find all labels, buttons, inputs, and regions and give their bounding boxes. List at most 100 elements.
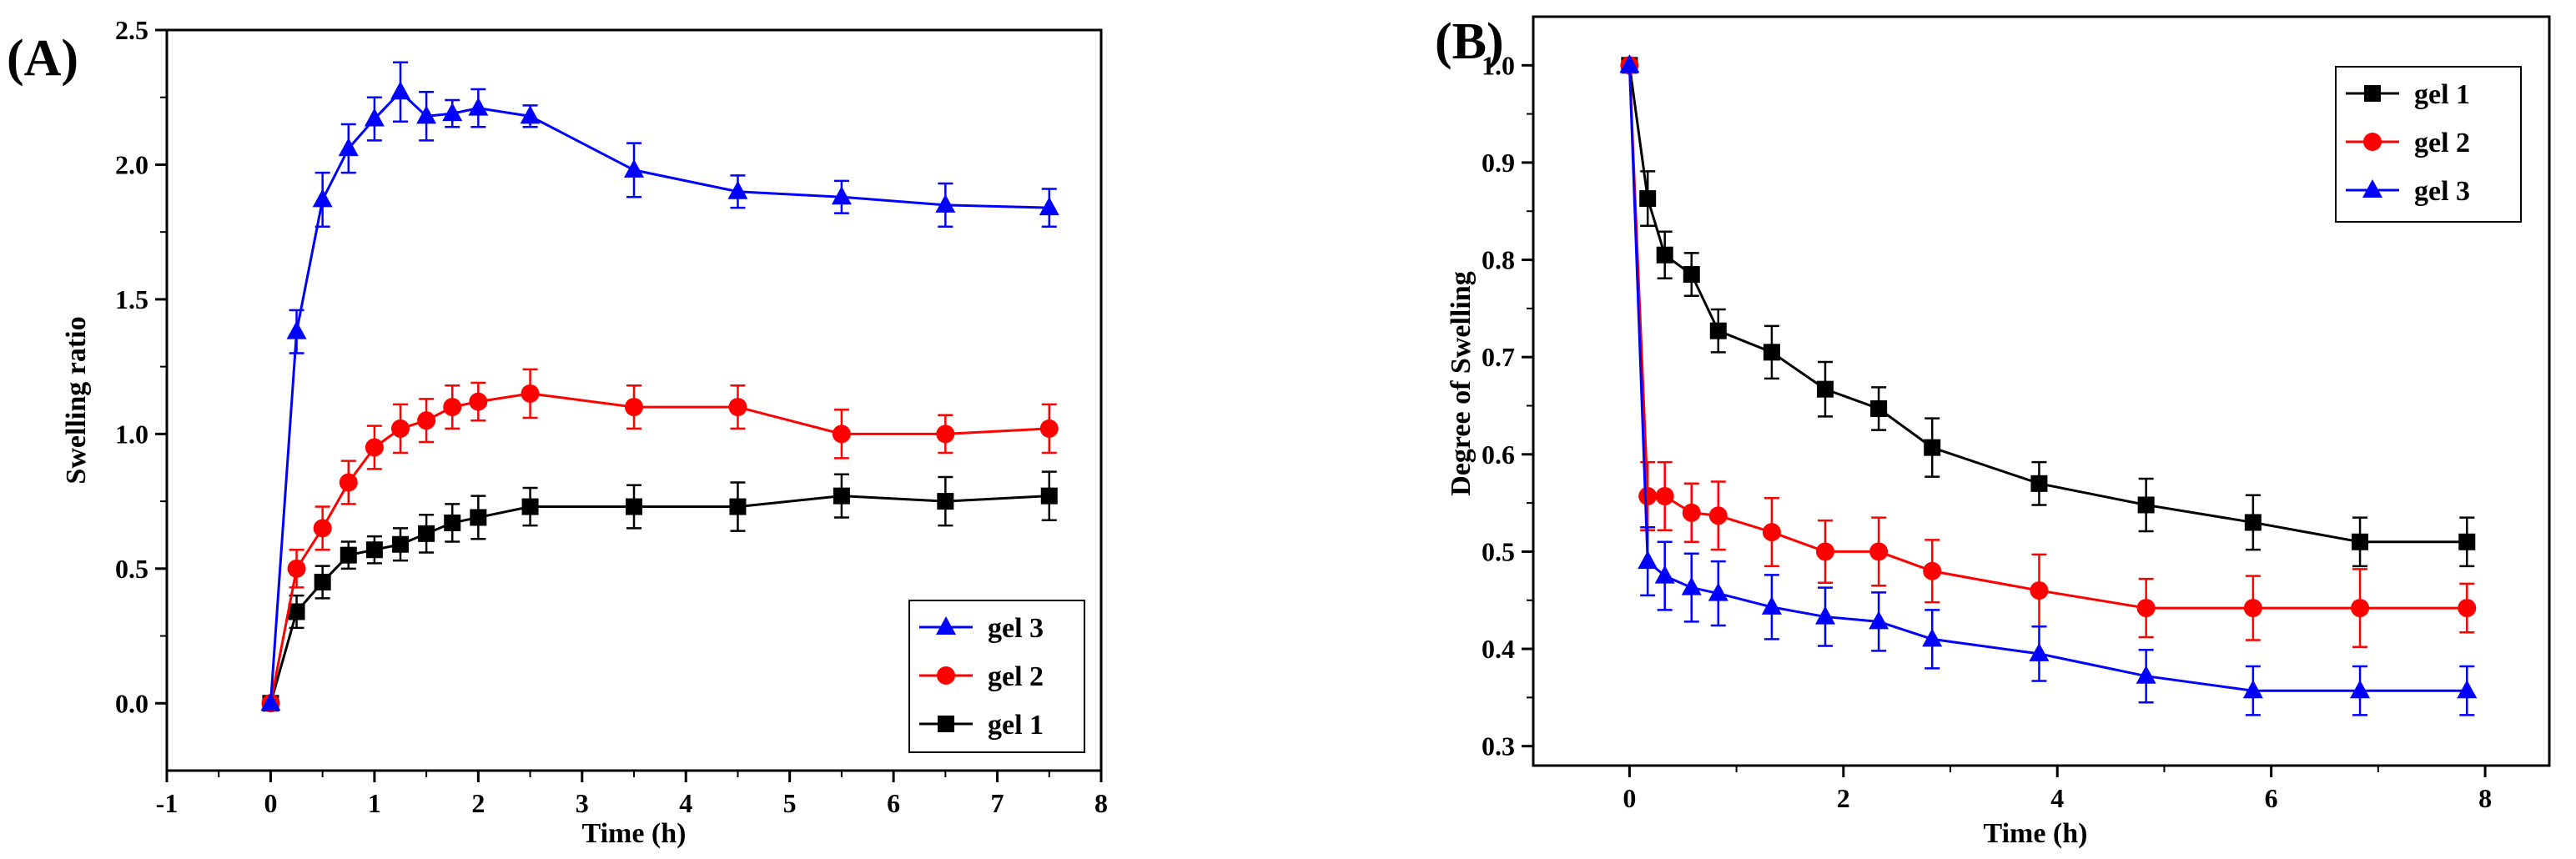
panel-b-gel-2-point xyxy=(1682,503,1701,522)
panel-a-gel-1-point xyxy=(418,525,435,542)
panel-b-xlabel: Time (h) xyxy=(1984,818,2088,849)
panel-a-gel-2-series xyxy=(261,368,1059,713)
panel-a-gel-3-point xyxy=(364,108,385,127)
panel-b-legend-gel-2-marker xyxy=(2363,133,2382,151)
panel-b-gel-2-point xyxy=(2458,599,2477,618)
panel-a-xtick-label: 4 xyxy=(679,788,692,818)
panel-a-gel-3-point xyxy=(390,81,410,100)
panel-a-xtick-label: 8 xyxy=(1094,788,1108,818)
panel-a-gel-3-point xyxy=(1039,197,1059,216)
panel-a-gel-1-point xyxy=(626,498,642,515)
panel-a-ytick-label: 1.5 xyxy=(115,284,148,314)
panel-b-gel-2-point xyxy=(2351,599,2370,618)
panel-b-gel-1-point xyxy=(1763,344,1780,361)
panel-b-gel-3-point xyxy=(1761,595,1782,615)
panel-b-gel-2-point xyxy=(1869,542,1889,561)
panel-b-ytick-label: 0.4 xyxy=(1482,634,1515,664)
panel-a-gel-2-point xyxy=(521,384,540,403)
panel-a-gel-1-point xyxy=(833,487,850,505)
panel-a-gel-3-point xyxy=(520,105,541,124)
panel-a-gel-1-point xyxy=(340,546,357,564)
panel-b: (B) 0 2 4 6 8 0.3 0.4 0.5 0.6 0.7 0.8 0.9 1.0 Time (… xyxy=(1435,13,2551,849)
panel-a-ylabel: Swelling ratio xyxy=(61,316,92,484)
panel-b-gel-1-point xyxy=(2244,514,2262,531)
panel-a-axes: -1 0 1 2 3 4 5 6 7 8 0.0 0.5 1.0 1.5 2.0 2.5 xyxy=(115,15,1108,818)
panel-b-xtick-label: 4 xyxy=(2050,783,2064,813)
panel-a-gel-2-point xyxy=(469,392,488,411)
panel-a-legend-gel-3-marker xyxy=(936,616,956,635)
panel-b-gel-1-series xyxy=(1621,57,2476,568)
panel-a-gel-3-point xyxy=(831,186,852,205)
panel-b-axes: 0 2 4 6 8 0.3 0.4 0.5 0.6 0.7 0.8 0.9 1.0 xyxy=(1482,50,2492,813)
panel-a-xtick-label: 0 xyxy=(264,788,277,818)
panel-b-gel-3-point xyxy=(1922,628,1943,647)
panel-a-legend-gel-2-label: gel 2 xyxy=(988,661,1044,692)
panel-a: (A) -1 0 1 2 3 4 5 6 7 8 0.0 0.5 1.0 1.5 2.0 2.5 Time (… xyxy=(7,15,1108,849)
panel-b-gel-1-point xyxy=(1639,190,1657,208)
panel-a-ytick-label: 2.0 xyxy=(115,149,148,179)
panel-b-gel-2-point xyxy=(1708,506,1728,525)
panel-b-gel-3-point xyxy=(1638,550,1658,570)
panel-b-gel-1-point xyxy=(1870,399,1888,417)
panel-a-gel-1-point xyxy=(288,603,305,620)
panel-b-gel-3-point xyxy=(1681,576,1702,595)
panel-a-gel-1-point xyxy=(937,493,954,510)
panel-b-gel-2-point xyxy=(1762,523,1781,542)
panel-a-xtick-label: 5 xyxy=(783,788,797,818)
panel-a-gel-2-point xyxy=(287,559,306,578)
panel-a-gel-1-point xyxy=(314,573,331,590)
panel-a-gel-2-point xyxy=(936,424,955,444)
panel-a-gel-2-point xyxy=(443,398,462,417)
panel-b-gel-2-series xyxy=(1620,56,2477,648)
panel-b-xtick-label: 8 xyxy=(2478,783,2492,813)
panel-b-gel-1-point xyxy=(2352,533,2369,550)
panel-a-gel-2-point xyxy=(417,411,436,430)
panel-b-gel-1-point xyxy=(1656,246,1673,264)
panel-b-legend-gel-3-label: gel 3 xyxy=(2414,176,2470,207)
panel-b-gel-1-point xyxy=(1683,266,1700,284)
panel-a-xtick-label: 2 xyxy=(471,788,485,818)
panel-b-xtick-label: 6 xyxy=(2265,783,2278,813)
panel-a-gel-1-point xyxy=(392,535,409,553)
panel-a-gel-3-point xyxy=(727,180,748,199)
panel-b-ytick-label: 0.8 xyxy=(1482,245,1515,275)
panel-b-gel-2-point xyxy=(2030,581,2049,600)
panel-b-gel-2-point xyxy=(1816,542,1835,561)
panel-b-ytick-label: 0.9 xyxy=(1482,148,1515,178)
panel-b-xtick-label: 0 xyxy=(1623,783,1636,813)
panel-b-gel-3-point xyxy=(1815,605,1836,625)
panel-a-gel-1-point xyxy=(470,509,487,526)
panel-b-xtick-label: 2 xyxy=(1837,783,1850,813)
panel-b-gel-2-point xyxy=(1923,561,1942,580)
panel-b-legend-gel-2-label: gel 2 xyxy=(2414,128,2470,158)
panel-a-legend-gel-2-marker xyxy=(937,666,955,685)
panel-a-gel-1-point xyxy=(365,541,383,559)
panel-a-gel-3-point xyxy=(260,692,281,711)
panel-a-gel-1-point xyxy=(1040,487,1058,505)
panel-b-gel-3-point xyxy=(2242,680,2263,699)
panel-a-xlabel: Time (h) xyxy=(582,818,687,849)
panel-b-ytick-label: 0.6 xyxy=(1482,440,1515,470)
panel-b-frame xyxy=(1532,15,2551,767)
panel-a-ytick-label: 0.5 xyxy=(115,554,148,584)
panel-b-gel-3-series xyxy=(1619,54,2478,716)
panel-b-gel-1-point xyxy=(1709,322,1727,339)
panel-b-gel-1-point xyxy=(2458,533,2476,550)
panel-b-legend-gel-1-marker xyxy=(2364,85,2381,102)
panel-b-gel-2-point xyxy=(2243,599,2262,618)
panel-a-gel-3-point xyxy=(442,103,463,122)
panel-a-xtick-label: 1 xyxy=(368,788,381,818)
panel-a-ytick-label: 0.0 xyxy=(115,688,148,718)
panel-b-legend-gel-3-marker xyxy=(2362,179,2382,198)
panel-a-xtick-label: 3 xyxy=(576,788,589,818)
panel-a-label: (A) xyxy=(7,30,78,87)
panel-b-gel-3-point xyxy=(1708,582,1728,601)
panel-a-xtick-label: 6 xyxy=(887,788,900,818)
panel-a-legend-gel-1-marker xyxy=(938,716,954,732)
panel-a-gel-2-point xyxy=(391,419,410,438)
panel-a-gel-3-point xyxy=(338,138,359,157)
panel-b-ylabel: Degree of Swelling xyxy=(1446,271,1477,495)
panel-b-legend: gel 1 gel 2 gel 3 xyxy=(2335,66,2522,223)
panel-a-xtick-label: 7 xyxy=(991,788,1004,818)
